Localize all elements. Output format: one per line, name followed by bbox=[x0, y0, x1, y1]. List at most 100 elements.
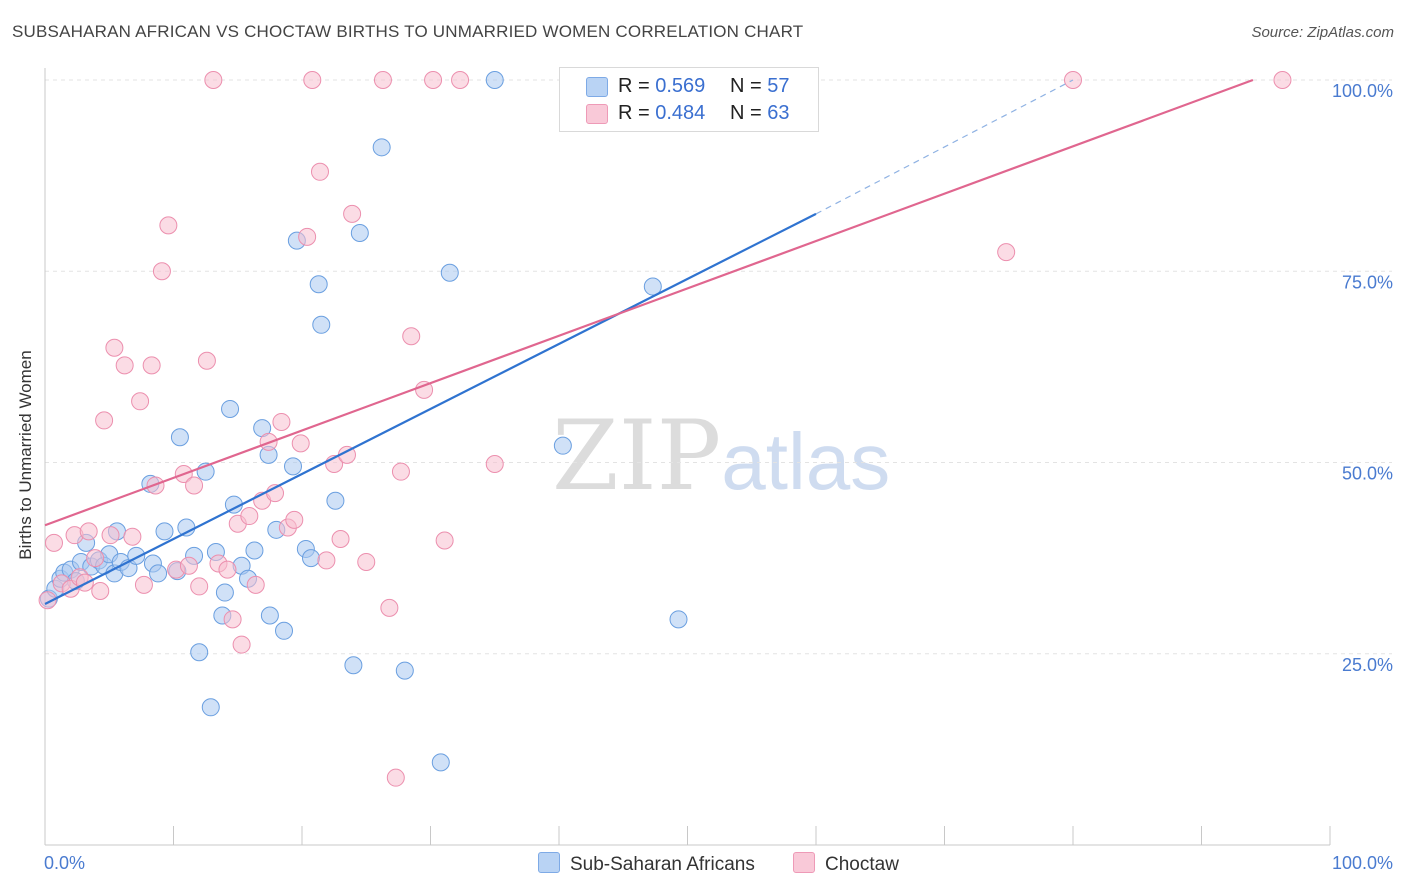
y-tick-label: 75.0% bbox=[1342, 272, 1393, 292]
point-choctaw bbox=[291, 434, 310, 453]
point-sub-saharan bbox=[312, 315, 331, 334]
legend: R = 0.569 N = 57 R = 0.484 N = 63 bbox=[559, 67, 819, 132]
point-choctaw bbox=[152, 262, 171, 281]
point-choctaw bbox=[223, 610, 242, 629]
point-choctaw bbox=[190, 577, 209, 596]
point-choctaw bbox=[197, 351, 216, 370]
point-choctaw bbox=[391, 462, 410, 481]
legend-swatch-pink bbox=[586, 104, 608, 124]
point-choctaw bbox=[485, 455, 504, 474]
y-tick-label: 25.0% bbox=[1342, 655, 1393, 675]
trend-line-sub-saharan bbox=[44, 212, 817, 606]
point-sub-saharan bbox=[260, 606, 279, 625]
point-sub-saharan bbox=[431, 753, 450, 772]
point-choctaw bbox=[402, 327, 421, 346]
point-choctaw bbox=[272, 412, 291, 431]
point-sub-saharan bbox=[221, 399, 240, 418]
point-sub-saharan bbox=[395, 661, 414, 680]
n-value: 57 bbox=[767, 75, 790, 97]
point-sub-saharan bbox=[190, 643, 209, 662]
point-sub-saharan bbox=[344, 656, 363, 675]
point-sub-saharan bbox=[643, 277, 662, 296]
watermark: ZIPatlas bbox=[552, 400, 890, 512]
point-choctaw bbox=[185, 476, 204, 495]
point-choctaw bbox=[246, 575, 265, 594]
n-label: N = bbox=[730, 75, 762, 97]
point-sub-saharan bbox=[170, 428, 189, 447]
point-choctaw bbox=[386, 768, 405, 787]
trend-line-sub-saharan-extension bbox=[815, 79, 1074, 215]
legend-n: N = 57 bbox=[730, 75, 790, 98]
point-choctaw bbox=[240, 507, 259, 526]
series-name: Choctaw bbox=[825, 854, 899, 875]
x-tick-label-max: 100.0% bbox=[1332, 853, 1393, 873]
n-value: 63 bbox=[767, 102, 790, 124]
point-choctaw bbox=[79, 522, 98, 541]
point-choctaw bbox=[303, 71, 322, 89]
point-sub-saharan bbox=[350, 224, 369, 242]
point-choctaw bbox=[123, 527, 142, 546]
series-name: Sub-Saharan Africans bbox=[570, 854, 755, 875]
r-value: 0.484 bbox=[655, 102, 706, 124]
point-choctaw bbox=[357, 552, 376, 571]
point-choctaw bbox=[204, 71, 223, 89]
point-choctaw bbox=[105, 338, 124, 357]
point-choctaw bbox=[44, 533, 63, 552]
point-choctaw bbox=[115, 356, 134, 375]
point-choctaw bbox=[343, 204, 362, 223]
point-sub-saharan bbox=[275, 621, 294, 640]
point-sub-saharan bbox=[326, 491, 345, 510]
y-tick-label: 100.0% bbox=[1332, 81, 1393, 101]
watermark-atlas: atlas bbox=[721, 417, 891, 506]
point-choctaw bbox=[232, 635, 251, 654]
point-choctaw bbox=[95, 411, 114, 430]
point-sub-saharan bbox=[669, 610, 688, 629]
point-sub-saharan bbox=[284, 457, 303, 476]
legend-r: R = 0.484 bbox=[618, 102, 705, 125]
point-sub-saharan bbox=[155, 522, 174, 541]
point-sub-saharan bbox=[201, 698, 220, 717]
point-sub-saharan bbox=[485, 71, 504, 89]
point-choctaw bbox=[424, 71, 443, 89]
point-choctaw bbox=[310, 162, 329, 181]
chart-title: SUBSAHARAN AFRICAN VS CHOCTAW BIRTHS TO … bbox=[12, 22, 804, 41]
point-choctaw bbox=[298, 227, 317, 246]
bottom-legend-swatch-pink bbox=[793, 852, 815, 873]
r-label: R = bbox=[618, 75, 650, 97]
point-choctaw bbox=[435, 531, 454, 550]
point-choctaw bbox=[142, 356, 161, 375]
point-choctaw bbox=[218, 560, 237, 579]
point-choctaw bbox=[451, 71, 470, 89]
point-choctaw bbox=[285, 510, 304, 529]
point-choctaw bbox=[91, 582, 110, 601]
r-label: R = bbox=[618, 102, 650, 124]
point-choctaw bbox=[134, 575, 153, 594]
point-sub-saharan bbox=[553, 436, 572, 455]
point-choctaw bbox=[373, 71, 392, 89]
point-choctaw bbox=[1273, 71, 1292, 89]
bottom-legend-choctaw: Choctaw bbox=[793, 852, 899, 876]
r-value: 0.569 bbox=[655, 75, 706, 97]
legend-n: N = 63 bbox=[730, 102, 790, 125]
point-choctaw bbox=[331, 530, 350, 548]
point-choctaw bbox=[86, 549, 105, 568]
watermark-zip: ZIP bbox=[552, 400, 722, 512]
point-choctaw bbox=[317, 551, 336, 570]
bottom-legend-swatch-blue bbox=[538, 852, 560, 873]
point-choctaw bbox=[380, 598, 399, 617]
point-choctaw bbox=[415, 380, 434, 399]
trend-line-choctaw bbox=[44, 78, 1254, 527]
legend-r: R = 0.569 bbox=[618, 75, 705, 98]
point-choctaw bbox=[75, 573, 94, 592]
point-choctaw bbox=[131, 392, 150, 411]
point-sub-saharan bbox=[440, 263, 459, 282]
y-tick-label: 50.0% bbox=[1342, 464, 1393, 484]
point-sub-saharan bbox=[301, 549, 320, 568]
point-choctaw bbox=[997, 243, 1016, 262]
point-sub-saharan bbox=[245, 541, 264, 560]
point-choctaw bbox=[38, 591, 57, 610]
n-label: N = bbox=[730, 102, 762, 124]
point-choctaw bbox=[179, 556, 198, 575]
point-sub-saharan bbox=[309, 275, 328, 294]
